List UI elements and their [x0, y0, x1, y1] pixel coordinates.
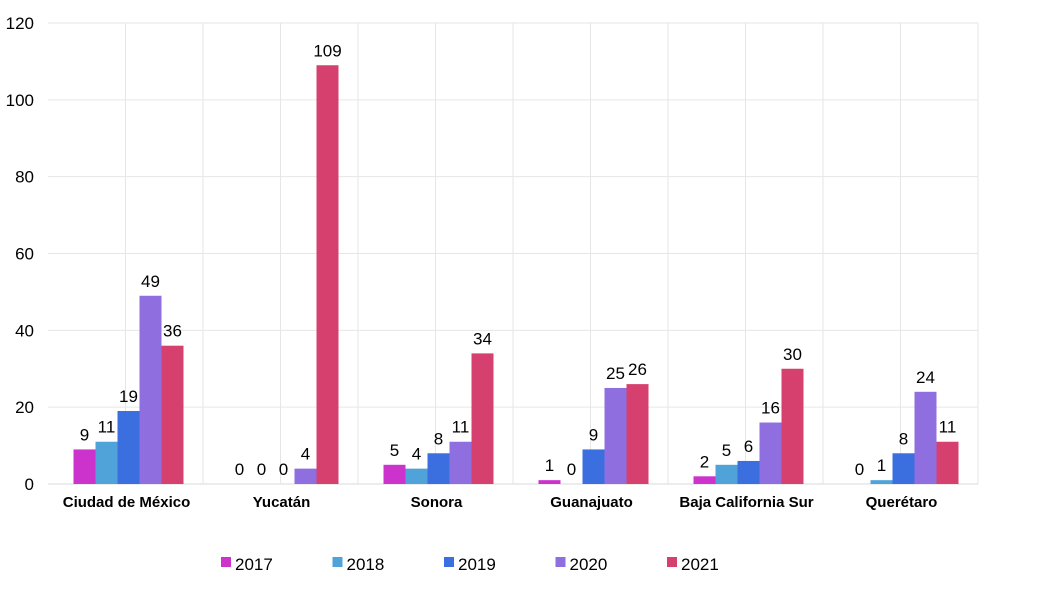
data-label: 0: [855, 460, 864, 479]
data-label: 30: [783, 345, 802, 364]
bar-2019: [892, 453, 915, 484]
y-tick-label: 40: [15, 321, 34, 340]
legend-swatch-2018: [332, 557, 343, 567]
bar-2020: [139, 295, 162, 484]
bar-2018: [95, 441, 118, 484]
data-label: 19: [119, 387, 138, 406]
y-tick-label: 0: [25, 475, 34, 494]
data-label: 2: [700, 452, 709, 471]
legend-swatch-2021: [667, 557, 677, 567]
x-axis-categories: Ciudad de México Yucatán Sonora Guanajuato B…: [63, 494, 938, 511]
y-tick-label: 60: [15, 245, 34, 264]
legend-label: 2020: [570, 555, 608, 574]
bars: [73, 65, 959, 484]
bar-2021: [316, 65, 339, 484]
bar-2017: [383, 464, 406, 484]
bar-2021: [626, 384, 649, 484]
bar-2019: [427, 453, 450, 484]
data-label: 4: [301, 445, 310, 464]
data-label: 5: [722, 441, 731, 460]
legend-label: 2018: [347, 555, 385, 574]
y-tick-label: 20: [15, 398, 34, 417]
bar-2021: [471, 353, 494, 484]
data-label: 1: [545, 456, 554, 475]
legend: 2017 2018 2019 2020 2021: [221, 555, 719, 574]
category-label: Yucatán: [253, 494, 311, 511]
bar-2020: [294, 468, 317, 484]
y-tick-label: 100: [6, 91, 34, 110]
data-label: 0: [567, 460, 576, 479]
data-label: 34: [473, 329, 492, 348]
data-label: 16: [761, 399, 780, 418]
data-label: 109: [313, 41, 341, 60]
data-label: 0: [279, 460, 288, 479]
bar-2021: [161, 345, 184, 484]
bar-2018: [715, 464, 738, 484]
bar-2018: [870, 480, 893, 484]
data-label: 1: [877, 456, 886, 475]
y-tick-label: 80: [15, 168, 34, 187]
data-label: 8: [434, 429, 443, 448]
data-label: 6: [744, 437, 753, 456]
bar-2017: [538, 480, 561, 484]
category-label: Baja California Sur: [679, 494, 813, 511]
legend-label: 2017: [235, 555, 273, 574]
data-label: 9: [80, 425, 89, 444]
data-label: 9: [589, 425, 598, 444]
data-label: 0: [257, 460, 266, 479]
legend-swatch-2020: [555, 557, 566, 567]
bar-2020: [914, 391, 937, 484]
data-label: 11: [939, 418, 957, 437]
data-label: 25: [606, 364, 625, 383]
data-label: 0: [235, 460, 244, 479]
bar-2019: [117, 411, 140, 484]
bar-2017: [73, 449, 96, 484]
y-axis-ticks: 0 20 40 60 80 100 120: [6, 14, 34, 494]
bar-2020: [449, 441, 472, 484]
category-label: Querétaro: [866, 494, 938, 511]
bar-2020: [604, 387, 627, 484]
legend-label: 2021: [681, 555, 719, 574]
bar-2021: [936, 441, 959, 484]
category-label: Sonora: [411, 494, 463, 511]
data-label: 4: [412, 445, 421, 464]
legend-label: 2019: [458, 555, 496, 574]
bar-2017: [693, 476, 716, 484]
bar-2019: [582, 449, 605, 484]
data-label: 11: [98, 418, 116, 437]
category-label: Ciudad de México: [63, 494, 191, 511]
data-label: 11: [452, 418, 470, 437]
bar-2021: [781, 368, 804, 484]
data-label: 36: [163, 322, 182, 341]
y-tick-label: 120: [6, 14, 34, 33]
legend-swatch-2019: [444, 557, 454, 567]
bar-2020: [759, 422, 782, 484]
bar-2019: [737, 460, 760, 484]
gridlines: [48, 22, 979, 485]
data-label: 24: [916, 368, 935, 387]
data-label: 26: [628, 360, 647, 379]
bar-2018: [405, 468, 428, 484]
category-label: Guanajuato: [550, 494, 633, 511]
data-label: 8: [899, 429, 908, 448]
data-label: 5: [390, 441, 399, 460]
data-label: 49: [141, 272, 160, 291]
legend-swatch-2017: [221, 557, 231, 567]
